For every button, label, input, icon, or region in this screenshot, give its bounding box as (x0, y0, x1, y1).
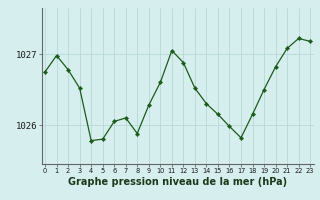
X-axis label: Graphe pression niveau de la mer (hPa): Graphe pression niveau de la mer (hPa) (68, 177, 287, 187)
